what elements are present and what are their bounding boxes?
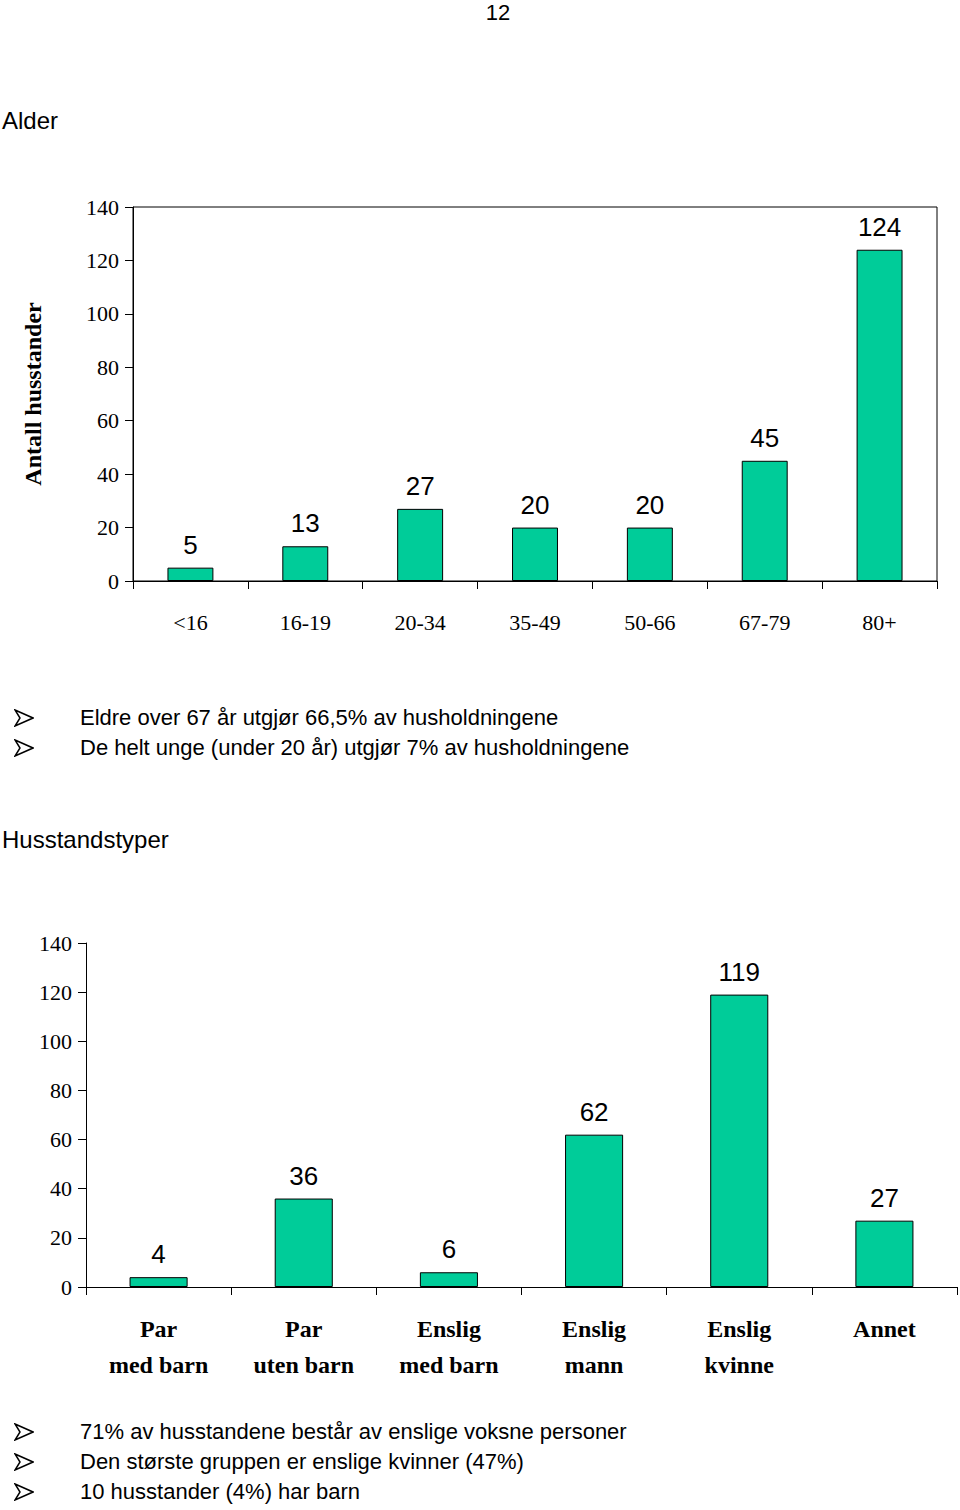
svg-text:140: 140 [39,931,72,956]
svg-text:5: 5 [183,530,197,560]
svg-text:20: 20 [97,515,119,540]
svg-text:20: 20 [50,1225,72,1250]
svg-text:35-49: 35-49 [509,610,560,635]
svg-text:Annet: Annet [853,1316,916,1342]
svg-text:50-66: 50-66 [624,610,675,635]
svg-text:med barn: med barn [399,1352,498,1378]
svg-text:27: 27 [870,1183,899,1213]
svg-text:100: 100 [39,1029,72,1054]
svg-text:Antall husstander: Antall husstander [20,302,46,486]
html-text:Husstandstyper: Husstandstyper [2,826,169,853]
svg-text:Enslig: Enslig [417,1316,481,1342]
svg-text:80: 80 [97,355,119,380]
svg-text:80: 80 [50,1078,72,1103]
svg-text:80+: 80+ [862,610,896,635]
svg-text:0: 0 [61,1275,72,1300]
svg-text:Par: Par [285,1316,323,1342]
svg-text:60: 60 [97,408,119,433]
html-text:Eldre over 67 år utgjør 66,5%: Eldre over 67 år utgjør 66,5% av hushold… [80,705,559,730]
svg-text:67-79: 67-79 [739,610,790,635]
svg-text:med barn: med barn [109,1352,208,1378]
svg-text:4: 4 [151,1239,165,1269]
svg-text:124: 124 [858,212,901,242]
svg-text:40: 40 [50,1176,72,1201]
svg-text:140: 140 [86,195,119,220]
svg-text:16-19: 16-19 [280,610,331,635]
svg-text:120: 120 [86,248,119,273]
svg-text:Enslig: Enslig [707,1316,771,1342]
svg-text:uten barn: uten barn [253,1352,354,1378]
svg-text:kvinne: kvinne [705,1352,775,1378]
svg-text:20-34: 20-34 [394,610,445,635]
svg-text:6: 6 [442,1234,456,1264]
svg-text:36: 36 [289,1161,318,1191]
svg-text:62: 62 [580,1097,609,1127]
svg-text:120: 120 [39,980,72,1005]
html-text:71% av husstandene består av e: 71% av husstandene består av enslige vok… [80,1419,627,1444]
svg-text:45: 45 [750,423,779,453]
svg-text:mann: mann [565,1352,624,1378]
html-text:De helt unge (under 20 år) utg: De helt unge (under 20 år) utgjør 7% av … [80,735,630,760]
html-text:10 husstander (4%) har barn: 10 husstander (4%) har barn [80,1479,361,1504]
svg-text:<16: <16 [173,610,207,635]
html-text:12: 12 [485,0,511,25]
svg-text:60: 60 [50,1127,72,1152]
svg-text:40: 40 [97,462,119,487]
svg-text:Par: Par [140,1316,178,1342]
svg-text:119: 119 [719,957,760,987]
svg-text:13: 13 [291,508,320,538]
svg-text:27: 27 [406,471,435,501]
html-text:Den største gruppen er enslige: Den største gruppen er enslige kvinner (… [80,1449,524,1474]
svg-text:20: 20 [521,490,550,520]
html-text:Alder: Alder [2,107,58,134]
svg-text:20: 20 [635,490,664,520]
svg-text:Enslig: Enslig [562,1316,626,1342]
svg-text:0: 0 [108,569,119,594]
svg-text:100: 100 [86,301,119,326]
